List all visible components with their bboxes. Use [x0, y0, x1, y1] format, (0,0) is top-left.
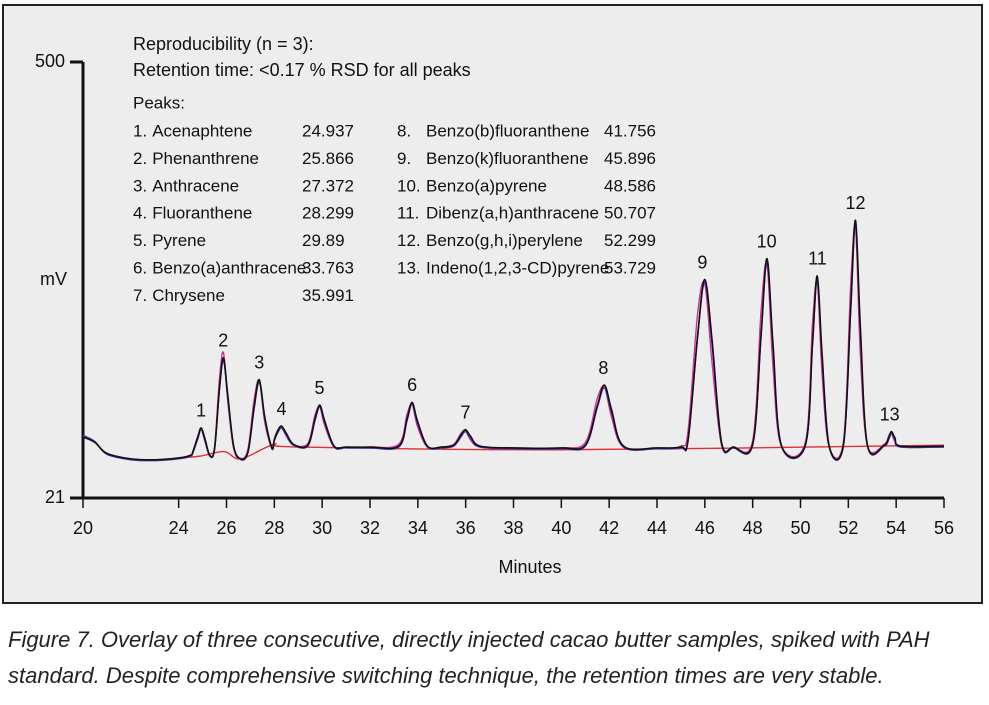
- peak-name: Pyrene: [152, 231, 206, 250]
- x-tick-label: 30: [312, 518, 332, 538]
- peak-label: 12: [845, 193, 865, 213]
- y-axis-label: mV: [40, 269, 67, 289]
- peak-label: 6: [407, 375, 417, 395]
- x-tick-label: 36: [456, 518, 476, 538]
- x-tick-label: 24: [169, 518, 189, 538]
- y-tick-label: 500: [35, 51, 65, 71]
- x-tick-label: 44: [647, 518, 667, 538]
- peak-label: 10: [757, 231, 777, 251]
- peak-label: 8: [598, 358, 608, 378]
- peak-name: Phenanthrene: [152, 149, 259, 168]
- peak-label: 4: [276, 399, 286, 419]
- x-tick-label: 40: [551, 518, 571, 538]
- x-tick-label: 26: [216, 518, 236, 538]
- peak-name: Anthracene: [152, 176, 239, 195]
- x-axis-label: Minutes: [498, 557, 561, 577]
- peak-label: 1: [196, 401, 206, 421]
- note: Reproducibility (n = 3):: [133, 34, 314, 54]
- peak-time: 24.937: [302, 121, 354, 140]
- peak-name: Acenaphtene: [152, 121, 252, 140]
- peak-time: 48.586: [604, 176, 656, 195]
- peak-index: 11.: [397, 204, 419, 223]
- peak-index: 8.: [397, 121, 411, 140]
- x-tick-label: 52: [838, 518, 858, 538]
- caption: Figure 7. Overlay of three consecutive, …: [8, 627, 930, 652]
- x-tick-label: 28: [264, 518, 284, 538]
- peak-time: 50.707: [604, 204, 656, 223]
- note: Peaks:: [133, 93, 185, 112]
- peak-name: Benzo(g,h,i)perylene: [426, 231, 583, 250]
- caption: standard. Despite comprehensive switchin…: [8, 663, 884, 688]
- peak-index: 4.: [133, 204, 147, 223]
- peak-time: 27.372: [302, 176, 354, 195]
- peak-label: 13: [880, 404, 900, 424]
- peak-index: 1.: [133, 121, 147, 140]
- peak-time: 35.991: [302, 286, 354, 305]
- trace: [82, 219, 945, 461]
- peak-label: 11: [808, 249, 827, 269]
- peak-time: 33.763: [302, 258, 354, 277]
- x-tick-label: 34: [408, 518, 428, 538]
- peak-index: 9.: [397, 149, 411, 168]
- peak-name: Fluoranthene: [152, 204, 252, 223]
- peak-name: Benzo(a)anthracene: [152, 258, 306, 277]
- peak-label: 7: [460, 402, 470, 422]
- peak-index: 13.: [397, 258, 421, 277]
- peak-name: Benzo(a)pyrene: [426, 176, 547, 195]
- x-tick-label: 50: [790, 518, 810, 538]
- peak-time: 41.756: [604, 121, 656, 140]
- peak-index: 5.: [133, 231, 147, 250]
- peak-time: 45.896: [604, 149, 656, 168]
- peak-name: Dibenz(a,h)anthracene: [426, 204, 599, 223]
- peak-time: 28.299: [302, 204, 354, 223]
- x-tick-label: 38: [503, 518, 523, 538]
- peak-index: 10.: [397, 176, 421, 195]
- peak-index: 3.: [133, 176, 147, 195]
- x-tick-label: 46: [695, 518, 715, 538]
- peak-name: Chrysene: [152, 286, 225, 305]
- peak-time: 53.729: [604, 258, 656, 277]
- x-tick-label: 54: [886, 518, 906, 538]
- peak-index: 7.: [133, 286, 147, 305]
- peak-label: 5: [315, 378, 325, 398]
- peak-label: 3: [254, 352, 264, 372]
- peak-index: 12.: [397, 231, 421, 250]
- peak-time: 25.866: [302, 149, 354, 168]
- x-tick-label: 20: [73, 518, 93, 538]
- peak-index: 2.: [133, 149, 147, 168]
- x-tick-label: 42: [599, 518, 619, 538]
- peak-label: 9: [697, 252, 707, 272]
- x-tick-label: 56: [934, 518, 954, 538]
- peak-name: Benzo(b)fluoranthene: [426, 121, 590, 140]
- peak-time: 29.89: [302, 231, 345, 250]
- peak-name: Benzo(k)fluoranthene: [426, 149, 589, 168]
- peak-label: 2: [218, 331, 228, 351]
- x-tick-label: 32: [360, 518, 380, 538]
- y-tick-label: 21: [45, 487, 65, 507]
- x-tick-label: 48: [743, 518, 763, 538]
- note: Retention time: <0.17 % RSD for all peak…: [133, 60, 471, 80]
- peak-index: 6.: [133, 258, 147, 277]
- peak-time: 52.299: [604, 231, 656, 250]
- peak-name: Indeno(1,2,3-CD)pyrene: [426, 258, 609, 277]
